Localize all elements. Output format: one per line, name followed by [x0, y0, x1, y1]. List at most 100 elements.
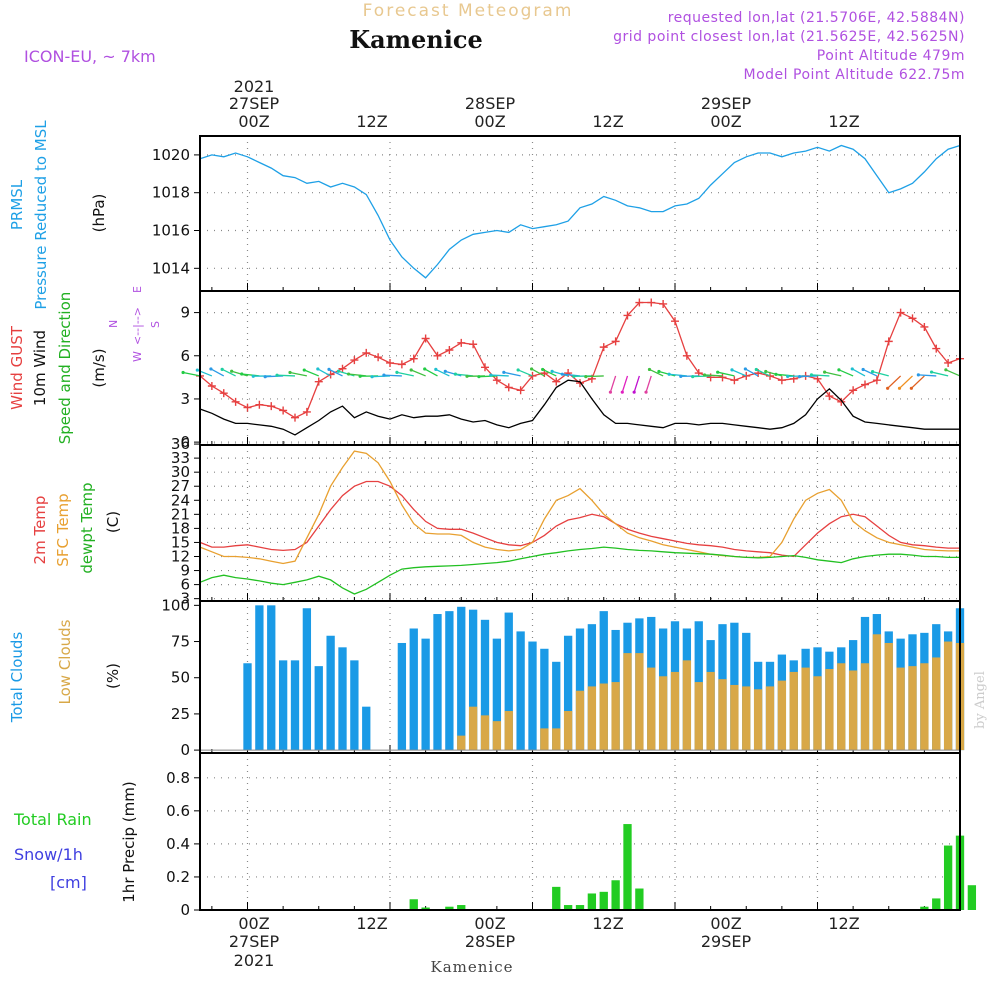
y-tick-label: 0 [180, 901, 190, 919]
wind-arrow [745, 368, 759, 377]
low-cloud-bar [575, 690, 585, 751]
p5-ylabel: 1hr Precip (mm) [120, 781, 138, 902]
bottom-day-label-3: 29SEP [701, 932, 752, 951]
y-tick-label: 24 [171, 491, 190, 509]
plot-panels: 1014101610181020036936912151821242730333… [152, 135, 977, 919]
low-cloud-bar [896, 667, 905, 751]
wind-arrow [609, 375, 617, 393]
precip-bar [563, 905, 573, 910]
y-tick-label: 1018 [152, 184, 190, 202]
wind-arrow-head [409, 368, 413, 372]
total-cloud-bar [599, 611, 608, 751]
low-cloud-bar [658, 676, 668, 751]
low-cloud-bar [635, 653, 644, 751]
low-cloud-bar [765, 686, 775, 751]
wind-arrow [704, 374, 723, 377]
wind-arrow-head [251, 374, 255, 378]
low-cloud-bar [587, 686, 597, 751]
total-cloud-bar [492, 638, 502, 751]
y-tick-label: 27 [171, 477, 190, 495]
wind-arrow [424, 368, 438, 377]
wind-arrow-head [743, 367, 747, 371]
y-tick-label: 0.4 [166, 835, 190, 853]
gust-marker [469, 340, 478, 349]
wind-arrow-head [850, 367, 854, 371]
y-tick-label: 0 [180, 433, 190, 451]
low-cloud-bar [777, 680, 787, 751]
wind-arrow-head [584, 375, 588, 379]
y-tick-label: 25 [171, 705, 190, 723]
wind-arrow-head [502, 370, 506, 374]
gust-marker [528, 371, 537, 380]
wind-arrow-head [443, 369, 447, 373]
wind-arrow-head [809, 373, 814, 377]
point-altitude: Point Altitude 479m [817, 48, 965, 64]
low-cloud-bar [718, 679, 727, 751]
wind-arrow [799, 375, 818, 378]
total-cloud-bar [528, 641, 537, 751]
wind-arrow [503, 371, 521, 377]
gust-marker [659, 299, 668, 308]
wind-arrow [328, 368, 343, 377]
p1-label-prmsl: PRMSL [8, 179, 26, 230]
y-tick-label: 75 [171, 633, 190, 651]
panel-frame [199, 135, 961, 292]
wind-arrow [775, 373, 794, 377]
series-line-sfc-temp [199, 450, 960, 565]
gust-marker [231, 397, 240, 406]
wind-arrow-head [358, 374, 362, 378]
precip-bar [623, 824, 632, 910]
total-cloud-bar [433, 614, 442, 751]
low-cloud-bar [504, 711, 513, 751]
y-tick-label: 36 [171, 435, 190, 453]
wind-arrow [435, 368, 450, 377]
watermark: by Angel [973, 671, 988, 729]
low-cloud-bar [457, 735, 466, 751]
wind-arrow-head [909, 386, 913, 390]
requested-coords: requested lon,lat (21.5706E, 42.5884N) [668, 10, 965, 26]
wind-arrow [585, 375, 604, 378]
wind-arrow [645, 375, 652, 393]
gust-marker [362, 348, 371, 357]
total-cloud-bar [552, 661, 561, 751]
wind-arrow [851, 368, 866, 377]
wind-arrow-head [477, 375, 481, 379]
wind-arrow [221, 368, 236, 377]
gust-marker [516, 386, 525, 395]
wind-arrow [811, 374, 830, 377]
series-line-dewpt-temp [199, 546, 960, 595]
wind-arrow [910, 375, 925, 389]
total-cloud-bar [326, 635, 335, 751]
compass-s: S [149, 321, 162, 328]
wind-arrow [277, 374, 296, 377]
wind-arrow [383, 374, 402, 377]
top-hour-label-4: 12Z [592, 112, 623, 131]
total-cloud-bar [302, 608, 312, 751]
top-hour-label-6: 12Z [828, 112, 859, 131]
low-cloud-bar [789, 671, 798, 751]
low-cloud-bar [932, 657, 941, 751]
compass-arrows: <--|--> [131, 307, 144, 345]
wind-arrow-head [230, 369, 234, 373]
wind-arrow [931, 371, 949, 377]
panel-5: 0 0.2 0.4 0.6 0.8 [166, 752, 977, 919]
total-cloud-bar [563, 635, 573, 751]
wind-arrow-head [647, 367, 652, 372]
p3-ylabel: (C) [104, 511, 122, 533]
wind-arrow [621, 375, 629, 393]
bottom-hour-label-1: 00Z [238, 914, 269, 933]
y-tick-label: 1020 [152, 146, 190, 164]
gust-marker [647, 298, 656, 307]
gust-marker [243, 403, 252, 412]
gust-marker [207, 381, 216, 390]
total-cloud-bar [290, 660, 300, 751]
precip-bar [611, 880, 620, 910]
gust-marker [671, 317, 679, 326]
wind-arrow-head [195, 368, 199, 372]
p4-ylabel: (%) [104, 663, 122, 689]
precip-bar [587, 893, 597, 910]
wind-arrow [887, 375, 902, 389]
wind-arrow-head [316, 367, 320, 371]
gust-marker [433, 351, 442, 360]
